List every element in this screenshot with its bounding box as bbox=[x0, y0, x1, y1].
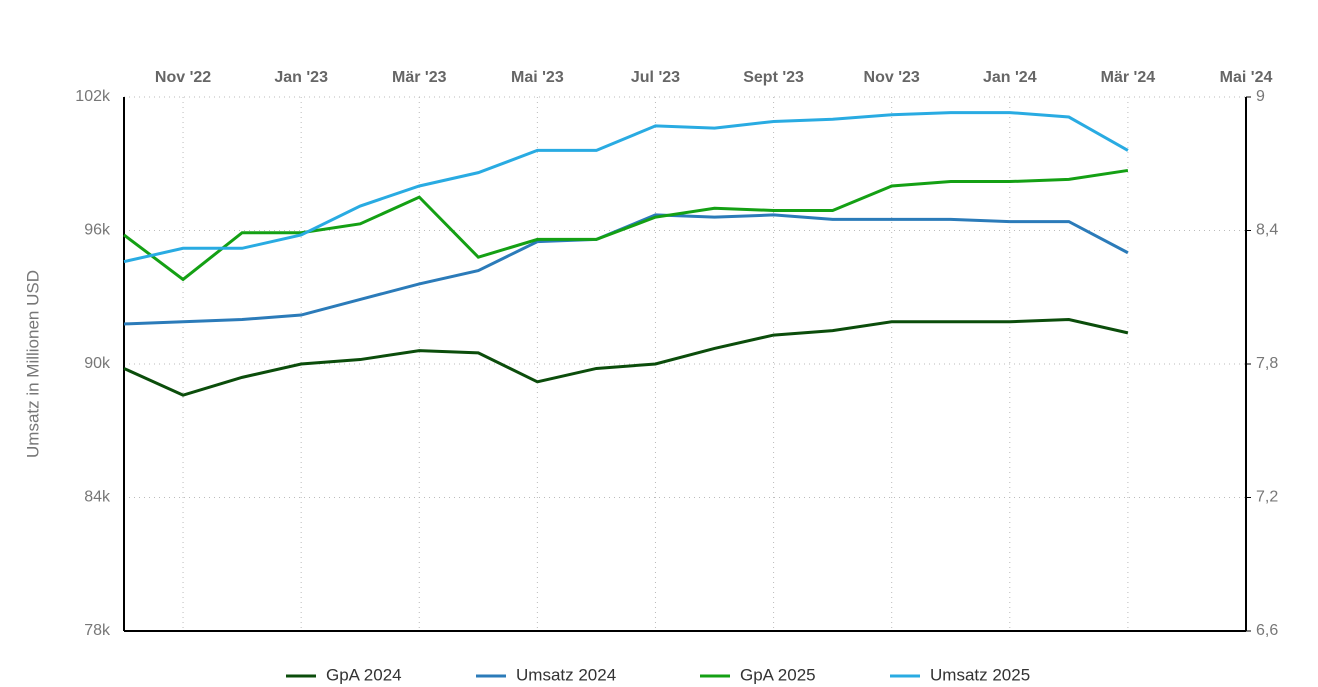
y2-tick-label: 6,6 bbox=[1256, 622, 1278, 639]
legend-label: GpA 2024 bbox=[326, 665, 402, 684]
series-line bbox=[123, 317, 1129, 397]
x-tick-label: Nov '22 bbox=[155, 69, 211, 86]
y2-tick-label: 9 bbox=[1256, 88, 1265, 105]
x-tick-label: Sept '23 bbox=[743, 69, 804, 86]
x-tick-label: Mai '23 bbox=[511, 69, 564, 86]
legend-label: Umsatz 2024 bbox=[516, 665, 616, 684]
y-tick-label: 102k bbox=[75, 88, 111, 105]
y-tick-label: 84k bbox=[84, 489, 111, 506]
legend-label: Umsatz 2025 bbox=[930, 665, 1030, 684]
series-line bbox=[123, 168, 1129, 282]
x-tick-label: Jul '23 bbox=[631, 69, 680, 86]
x-tick-label: Mär '24 bbox=[1101, 69, 1156, 86]
x-tick-label: Jan '23 bbox=[274, 69, 328, 86]
y-tick-label: 96k bbox=[84, 222, 111, 239]
x-tick-label: Nov '23 bbox=[864, 69, 920, 86]
y2-tick-label: 7,8 bbox=[1256, 355, 1278, 372]
y2-tick-label: 8,4 bbox=[1256, 222, 1278, 239]
series-line bbox=[123, 111, 1129, 264]
y-axis-title: Umsatz in Millionen USD bbox=[23, 270, 42, 458]
legend-label: GpA 2025 bbox=[740, 665, 816, 684]
x-tick-label: Jan '24 bbox=[983, 69, 1037, 86]
y-tick-label: 78k bbox=[84, 622, 111, 639]
x-tick-label: Mai '24 bbox=[1220, 69, 1273, 86]
y-tick-label: 90k bbox=[84, 355, 111, 372]
x-tick-label: Mär '23 bbox=[392, 69, 447, 86]
y2-tick-label: 7,2 bbox=[1256, 489, 1278, 506]
